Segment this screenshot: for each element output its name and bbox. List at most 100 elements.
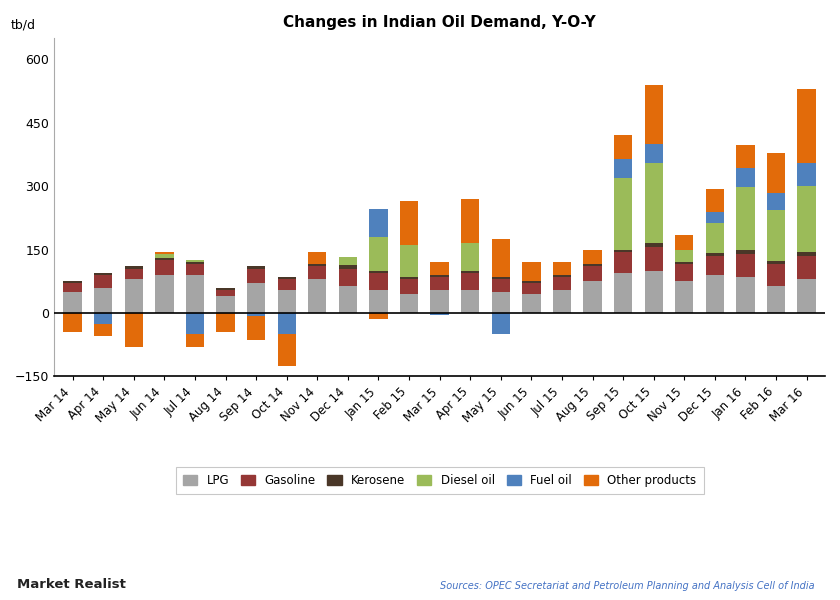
Bar <box>767 210 785 261</box>
Bar <box>675 281 694 313</box>
Bar <box>675 235 694 250</box>
Bar <box>522 294 541 313</box>
Bar <box>737 254 754 277</box>
Bar <box>737 277 754 313</box>
Bar <box>94 275 113 287</box>
Bar <box>94 273 113 275</box>
Bar <box>675 265 694 281</box>
Bar <box>583 266 601 281</box>
Bar <box>553 275 571 277</box>
Bar <box>400 294 418 313</box>
Bar <box>94 287 113 313</box>
Bar <box>491 279 510 292</box>
Bar <box>461 243 480 271</box>
Bar <box>797 163 816 186</box>
Bar <box>124 266 143 269</box>
Bar <box>308 266 327 279</box>
Bar <box>217 287 234 290</box>
Bar <box>522 281 541 283</box>
Bar <box>186 334 204 347</box>
Bar <box>247 269 265 283</box>
Bar <box>522 283 541 294</box>
Bar <box>491 277 510 279</box>
Bar <box>63 283 81 292</box>
Bar <box>277 277 296 279</box>
Bar <box>217 296 234 313</box>
Bar <box>614 178 633 250</box>
Bar <box>706 256 724 275</box>
Bar <box>400 279 418 294</box>
Bar <box>155 260 174 275</box>
Bar <box>614 273 633 313</box>
Bar <box>767 261 785 265</box>
Bar <box>124 279 143 313</box>
Bar <box>614 250 633 251</box>
Bar <box>370 237 387 271</box>
Bar <box>124 269 143 279</box>
Bar <box>370 271 387 273</box>
Bar <box>186 262 204 265</box>
Bar <box>644 85 663 144</box>
Bar <box>247 313 265 316</box>
Bar <box>339 269 357 286</box>
Bar <box>247 283 265 313</box>
Bar <box>217 313 234 332</box>
Bar <box>430 262 449 275</box>
Bar <box>186 265 204 275</box>
Bar <box>308 265 327 266</box>
Bar <box>370 273 387 290</box>
Bar <box>370 209 387 237</box>
Bar <box>461 271 480 273</box>
Bar <box>797 186 816 251</box>
Bar <box>614 158 633 178</box>
Bar <box>737 145 754 168</box>
Bar <box>94 323 113 336</box>
Bar <box>644 247 663 271</box>
Bar <box>308 279 327 313</box>
Bar <box>706 275 724 313</box>
Bar <box>430 275 449 277</box>
Bar <box>614 136 633 158</box>
Bar <box>155 275 174 313</box>
Bar <box>308 251 327 265</box>
Bar <box>675 262 694 265</box>
Bar <box>63 313 81 332</box>
Bar <box>675 250 694 262</box>
Bar <box>430 313 449 315</box>
Bar <box>522 262 541 281</box>
Bar <box>63 281 81 283</box>
Bar <box>767 193 785 210</box>
Bar <box>767 265 785 286</box>
Bar <box>400 245 418 277</box>
Bar <box>644 243 663 247</box>
Bar <box>737 187 754 250</box>
Bar <box>339 257 357 265</box>
Bar <box>155 251 174 254</box>
Bar <box>553 262 571 275</box>
Bar <box>247 316 265 340</box>
Bar <box>553 290 571 313</box>
Bar <box>797 279 816 313</box>
Bar <box>491 239 510 277</box>
Bar <box>706 189 724 212</box>
Bar <box>461 290 480 313</box>
Bar <box>217 290 234 296</box>
Bar <box>461 273 480 290</box>
Bar <box>767 153 785 193</box>
Text: Sources: OPEC Secretariat and Petroleum Planning and Analysis Cell of India: Sources: OPEC Secretariat and Petroleum … <box>440 581 815 591</box>
Text: Market Realist: Market Realist <box>17 578 126 591</box>
Bar <box>737 250 754 254</box>
Bar <box>797 256 816 279</box>
Bar <box>583 250 601 265</box>
Bar <box>277 290 296 313</box>
Bar <box>583 265 601 266</box>
Bar <box>491 292 510 313</box>
Bar <box>339 265 357 269</box>
Bar <box>247 266 265 269</box>
Y-axis label: tb/d: tb/d <box>11 19 36 31</box>
Bar <box>706 212 724 223</box>
Bar <box>277 279 296 290</box>
Bar <box>400 201 418 245</box>
Bar <box>277 313 296 334</box>
Bar <box>124 313 143 347</box>
